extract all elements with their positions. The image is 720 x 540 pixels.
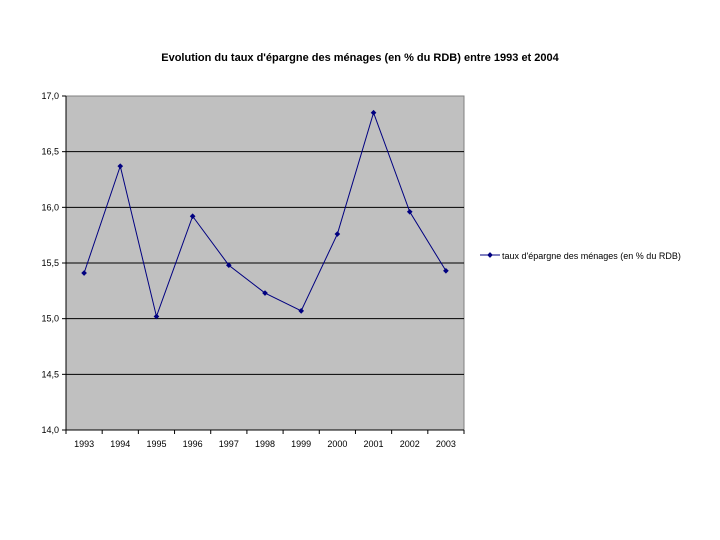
y-tick-label: 17,0 (41, 91, 59, 101)
gridlines (66, 151, 464, 375)
legend: taux d'épargne des ménages (en % du RDB) (480, 250, 690, 262)
data-point (334, 231, 341, 237)
x-tick-label: 2003 (436, 439, 456, 449)
axes (62, 95, 465, 434)
x-tick-label: 2000 (327, 439, 347, 449)
y-tick-label: 14,0 (41, 425, 59, 435)
y-tick-label: 16,0 (41, 202, 59, 212)
y-tick-label: 15,0 (41, 314, 59, 324)
x-tick-label: 2002 (400, 439, 420, 449)
x-tick-label: 1994 (110, 439, 130, 449)
data-point (262, 290, 268, 296)
y-tick-label: 16,5 (41, 147, 59, 157)
x-tick-label: 1997 (219, 439, 239, 449)
y-tick-label: 14,5 (41, 369, 59, 379)
x-tick-label: 1993 (74, 439, 94, 449)
data-point (443, 267, 449, 274)
x-tick-label: 1998 (255, 439, 275, 449)
data-point (153, 313, 160, 320)
series-layer (81, 109, 449, 320)
x-tick-label: 1996 (183, 439, 203, 449)
tick-labels: 14,0 14,5 15,0 15,5 16,0 16,5 17,0 1993 1994 1995… (41, 91, 455, 449)
legend-label: taux d'épargne des ménages (en % du RDB) (502, 251, 681, 261)
chart-title: Evolution du taux d'épargne des ménages … (161, 52, 559, 64)
x-tick-label: 2001 (364, 439, 384, 449)
y-tick-label: 15,5 (41, 258, 59, 268)
data-point (298, 308, 305, 314)
data-point (117, 163, 124, 169)
legend-marker-icon (480, 252, 500, 258)
data-point (406, 208, 413, 215)
x-tick-label: 1995 (146, 439, 166, 449)
x-tick-label: 1999 (291, 439, 311, 449)
